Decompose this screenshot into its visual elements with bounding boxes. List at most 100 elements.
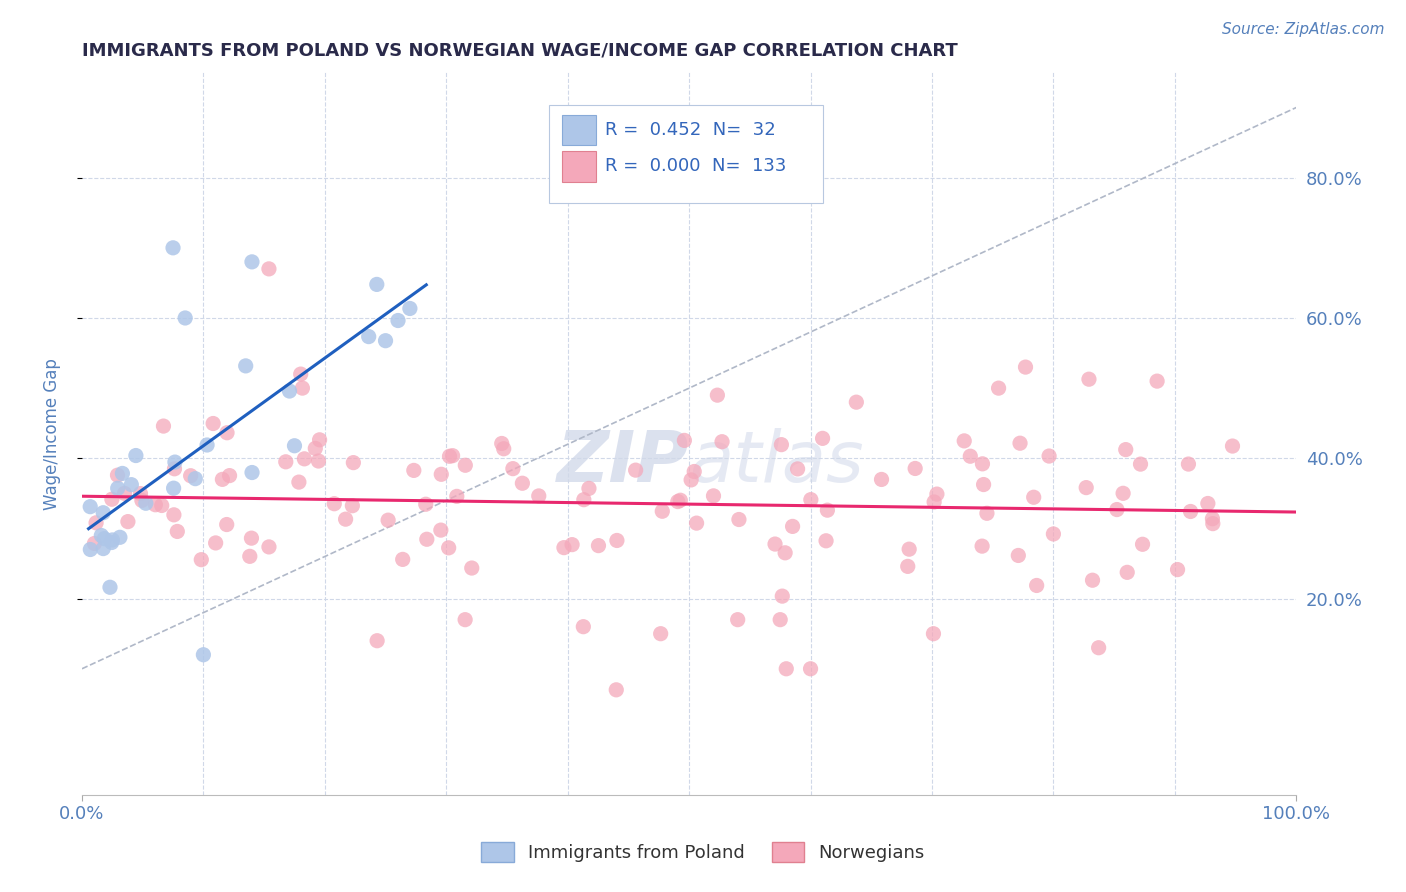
Point: [1014, 360, 1036, 375]
Point: [79, 500, 101, 514]
Point: [624, 463, 647, 477]
Point: [728, 512, 751, 526]
Point: [987, 381, 1010, 395]
Point: [669, 493, 692, 508]
Point: [897, 559, 920, 574]
Point: [374, 334, 396, 348]
Point: [1202, 516, 1225, 531]
Point: [811, 431, 834, 445]
Point: [1132, 537, 1154, 551]
Point: [204, 536, 226, 550]
Point: [976, 506, 998, 520]
Point: [190, 552, 212, 566]
Point: [91, 541, 114, 556]
Point: [366, 633, 388, 648]
Point: [683, 465, 706, 479]
Point: [953, 434, 976, 448]
Point: [572, 620, 595, 634]
Point: [786, 462, 808, 476]
Point: [240, 531, 263, 545]
Point: [184, 472, 207, 486]
Point: [606, 533, 628, 548]
Point: [120, 477, 142, 491]
Point: [399, 301, 422, 316]
Point: [1116, 566, 1139, 580]
Point: [145, 498, 167, 512]
Point: [553, 541, 575, 555]
Point: [492, 442, 515, 456]
Point: [1078, 372, 1101, 386]
Point: [1201, 512, 1223, 526]
Point: [922, 495, 945, 509]
Point: [162, 241, 184, 255]
Point: [650, 626, 672, 640]
Point: [1008, 436, 1031, 450]
Point: [1146, 374, 1168, 388]
Point: [93, 532, 115, 546]
Point: [218, 468, 240, 483]
Bar: [561, 115, 596, 145]
Point: [651, 504, 673, 518]
Point: [101, 533, 124, 547]
Point: [163, 455, 186, 469]
Point: [437, 541, 460, 555]
Point: [1076, 481, 1098, 495]
Point: [904, 461, 927, 475]
Point: [342, 499, 364, 513]
Point: [702, 489, 724, 503]
Point: [454, 458, 477, 473]
Point: [292, 451, 315, 466]
Point: [673, 434, 696, 448]
Point: [117, 515, 139, 529]
Point: [108, 530, 131, 544]
Point: [240, 255, 263, 269]
Point: [1042, 527, 1064, 541]
Point: [1180, 504, 1202, 518]
Point: [1222, 439, 1244, 453]
Point: [439, 450, 461, 464]
Point: [527, 489, 550, 503]
Point: [681, 473, 703, 487]
Point: [98, 580, 121, 594]
Point: [215, 425, 238, 440]
Point: [415, 497, 437, 511]
Point: [366, 277, 388, 292]
Point: [131, 493, 153, 508]
Point: [430, 467, 453, 482]
Point: [763, 537, 786, 551]
Point: [561, 538, 583, 552]
Point: [815, 533, 838, 548]
Point: [323, 497, 346, 511]
Point: [782, 519, 804, 533]
Point: [512, 476, 534, 491]
Point: [1081, 573, 1104, 587]
Point: [163, 462, 186, 476]
Point: [441, 449, 464, 463]
Point: [922, 626, 945, 640]
Point: [1112, 486, 1135, 500]
Point: [402, 463, 425, 477]
Point: [578, 482, 600, 496]
Point: [304, 442, 326, 456]
Point: [799, 662, 821, 676]
Point: [91, 506, 114, 520]
Point: [180, 468, 202, 483]
Point: [1115, 442, 1137, 457]
Point: [240, 466, 263, 480]
Point: [1025, 578, 1047, 592]
Point: [685, 516, 707, 530]
Point: [572, 492, 595, 507]
Point: [1087, 640, 1109, 655]
Point: [387, 313, 409, 327]
Point: [163, 508, 186, 522]
Point: [815, 503, 838, 517]
Point: [174, 310, 197, 325]
Point: [1197, 496, 1219, 510]
Point: [195, 438, 218, 452]
Point: [416, 533, 439, 547]
Point: [446, 489, 468, 503]
Point: [257, 261, 280, 276]
Point: [335, 512, 357, 526]
Point: [775, 662, 797, 676]
Point: [1129, 457, 1152, 471]
